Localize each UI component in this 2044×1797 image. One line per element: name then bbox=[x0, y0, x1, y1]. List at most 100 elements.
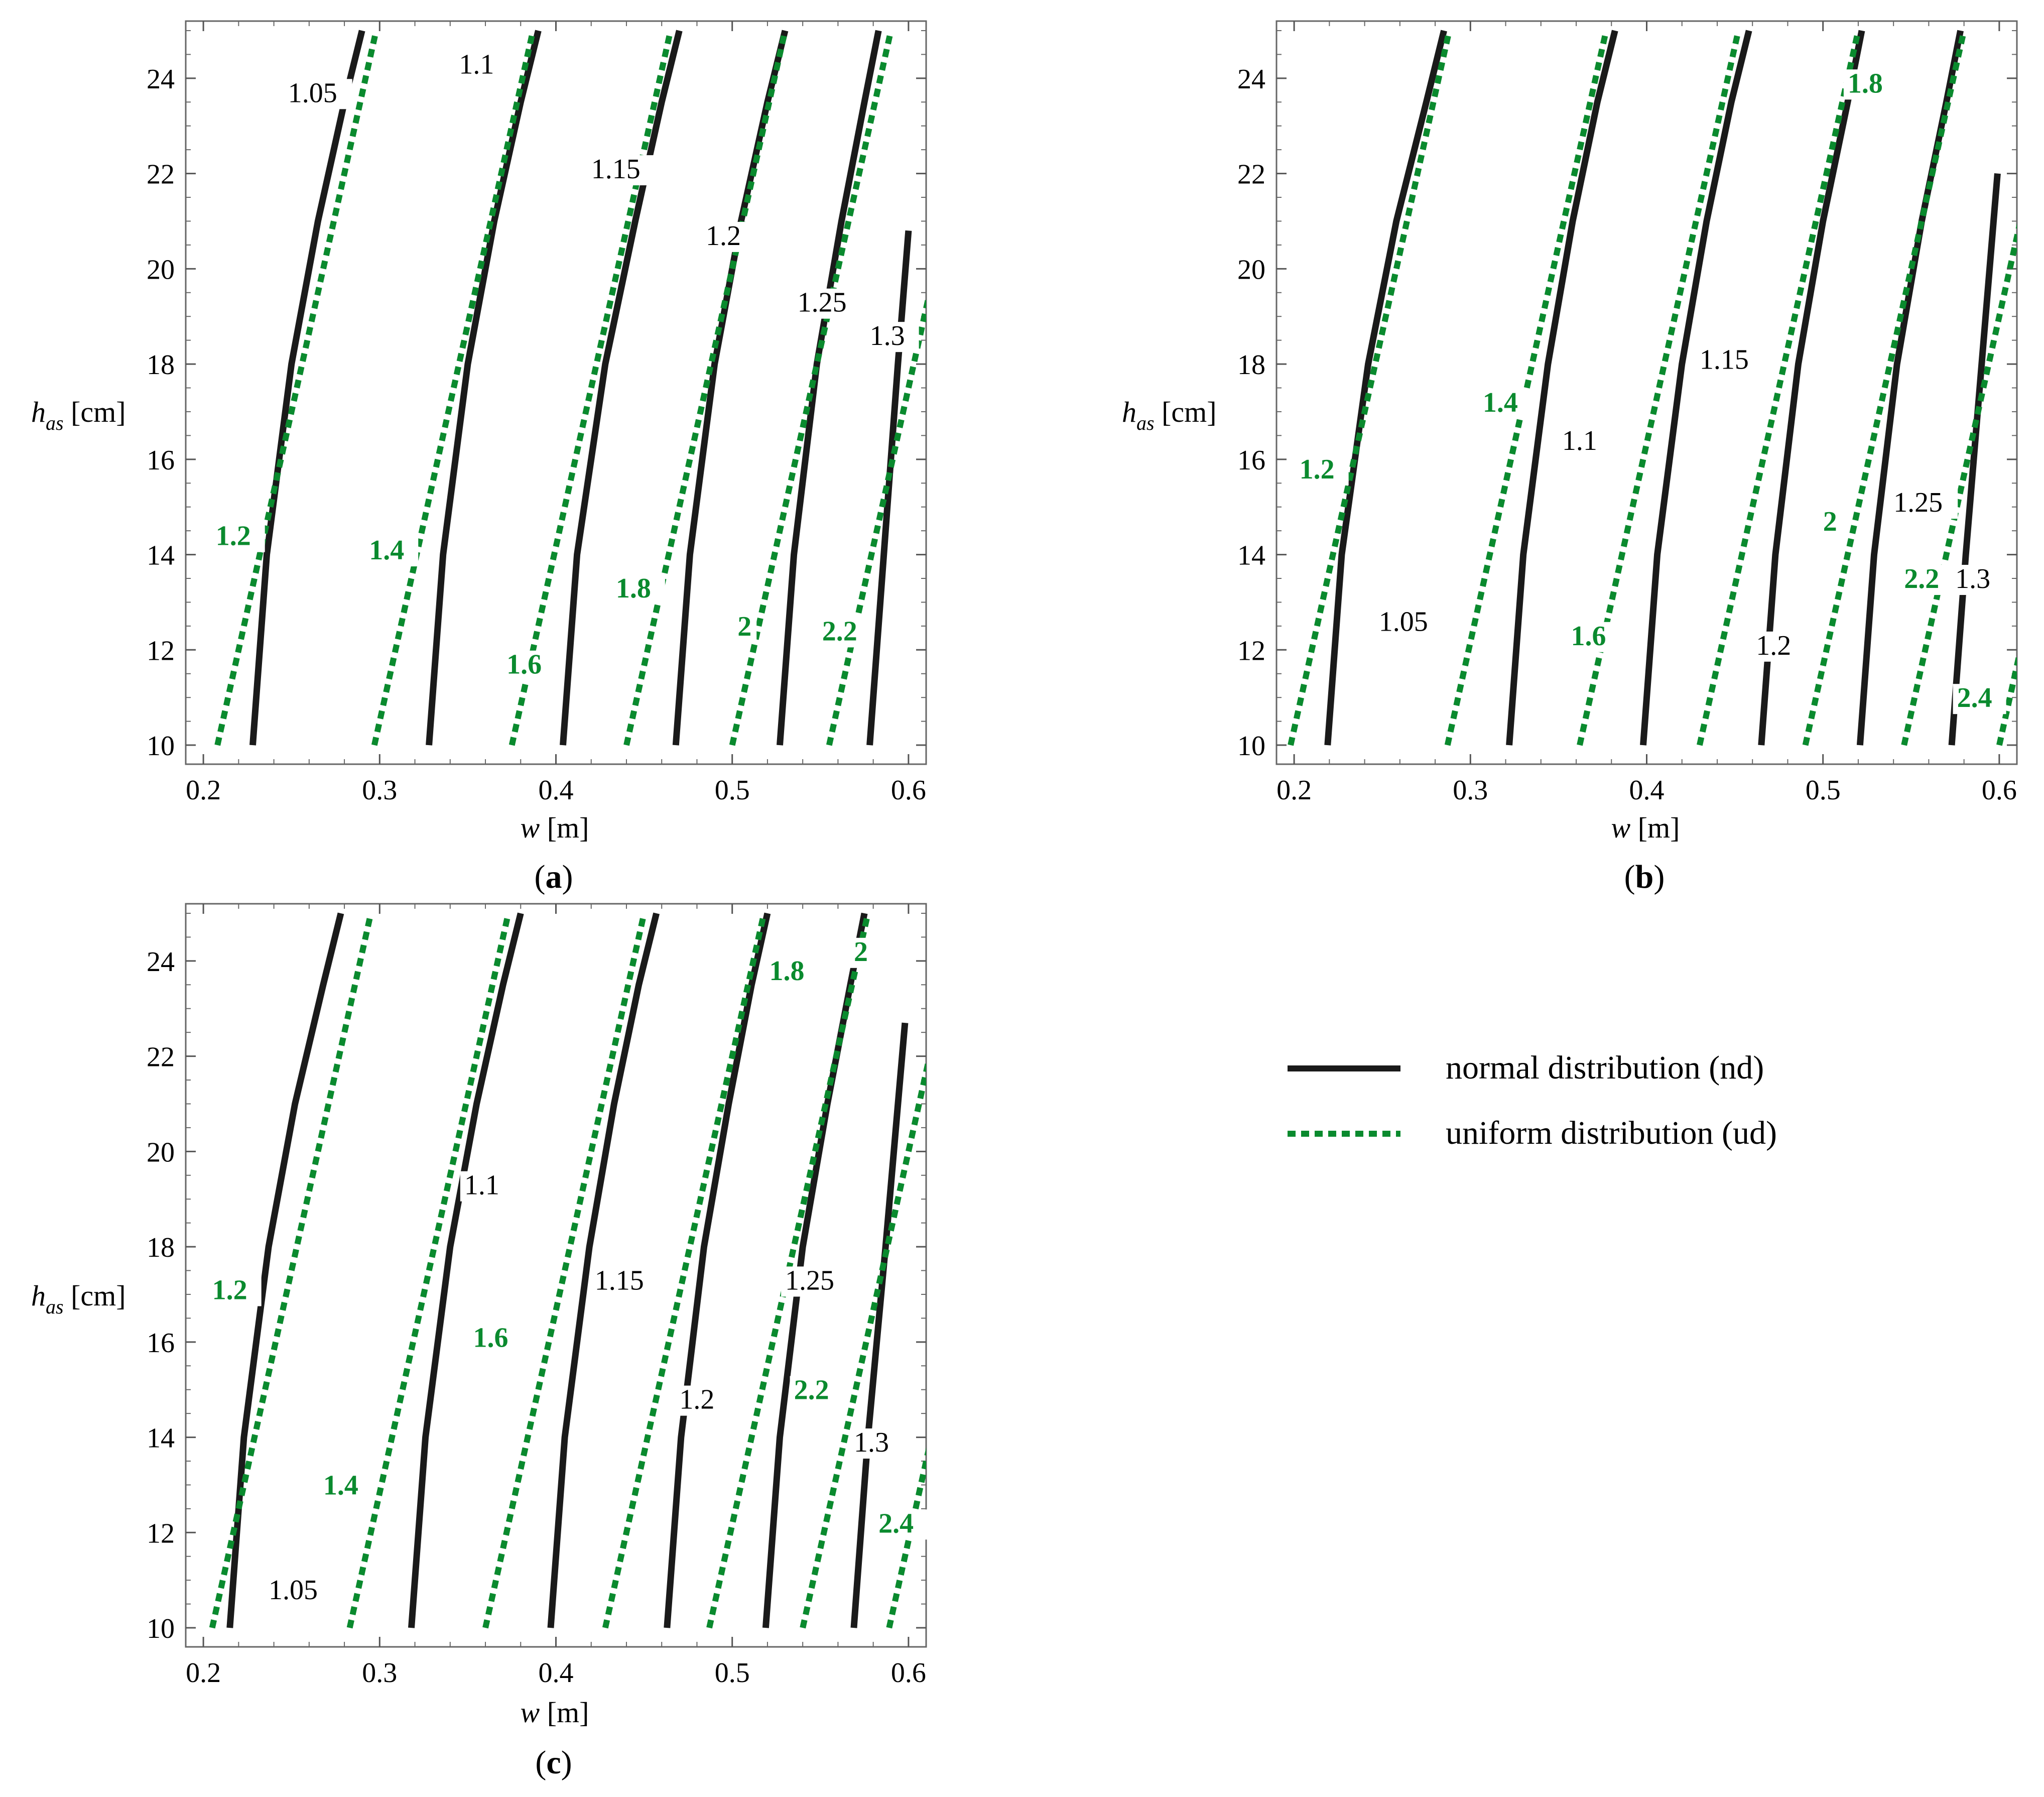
y-tick-label: 10 bbox=[147, 1613, 175, 1644]
x-tick-label: 0.2 bbox=[186, 775, 221, 806]
contour-label-bg bbox=[587, 155, 656, 186]
y-tick-label: 24 bbox=[147, 64, 175, 95]
x-tick-label: 0.3 bbox=[1453, 775, 1488, 806]
ud-label-1.8: 1.8 bbox=[616, 573, 651, 604]
nd-curve-1.15 bbox=[560, 30, 683, 746]
y-tick-label: 24 bbox=[1237, 64, 1265, 95]
y-axis-title: has [cm] bbox=[31, 396, 126, 434]
ud-label-1.6: 1.6 bbox=[473, 1322, 508, 1353]
nd-label-1.05: 1.05 bbox=[288, 77, 337, 108]
y-tick-label: 18 bbox=[1237, 349, 1265, 381]
panel-b: 0.2 0.3 0.4 0.5 0.6 10 12 14 16 18 20 22 24 1.05 1.1 1.… bbox=[1122, 20, 2018, 895]
x-axis-title: w [m] bbox=[521, 811, 589, 844]
nd-curve-1.05 bbox=[1324, 30, 1447, 746]
x-tick-label: 0.2 bbox=[1276, 775, 1312, 806]
panel-label: (c) bbox=[535, 1744, 572, 1781]
contour-label-bg bbox=[765, 956, 819, 987]
contour-label-bg bbox=[590, 1266, 659, 1297]
x-tick-label: 0.3 bbox=[362, 1657, 397, 1689]
contour-label-bg bbox=[319, 1471, 372, 1502]
ud-label-1.4: 1.4 bbox=[323, 1470, 358, 1501]
curves bbox=[214, 30, 926, 746]
contour-label-bg bbox=[1819, 508, 1842, 538]
plot-frame bbox=[1275, 20, 2018, 765]
ud-label-2.2: 2.2 bbox=[794, 1375, 829, 1406]
curves bbox=[1288, 30, 2017, 746]
contour-label-bg bbox=[1889, 489, 1958, 519]
x-tick-label: 0.4 bbox=[1629, 775, 1665, 806]
contour-label-bg bbox=[790, 1376, 843, 1406]
nd-label-1.3: 1.3 bbox=[870, 320, 905, 351]
nd-label-1.25: 1.25 bbox=[1893, 487, 1943, 518]
contour-label-bg bbox=[265, 1576, 333, 1607]
contour-label-bg bbox=[850, 937, 873, 968]
contour-label-bg bbox=[1558, 426, 1611, 457]
nd-label-1.2: 1.2 bbox=[1756, 630, 1791, 661]
nd-label-1.1: 1.1 bbox=[1562, 425, 1597, 456]
ud-label-1.8: 1.8 bbox=[769, 955, 804, 987]
ud-label-2: 2 bbox=[737, 611, 751, 642]
contour-label-bg bbox=[1478, 388, 1532, 419]
y-tick-label: 10 bbox=[147, 731, 175, 762]
contour-label-bg bbox=[1953, 684, 2006, 714]
contour-label-bg bbox=[1752, 631, 1806, 662]
ud-label-2.4: 2.4 bbox=[1957, 682, 1992, 713]
nd-label-1.05: 1.05 bbox=[1379, 606, 1428, 637]
ud-label-1.6: 1.6 bbox=[1571, 621, 1606, 652]
nd-label-1.25: 1.25 bbox=[798, 287, 847, 318]
x-tick-label: 0.6 bbox=[1982, 775, 2017, 806]
x-axis-title: w [m] bbox=[1611, 811, 1680, 844]
y-tick-label: 12 bbox=[147, 1518, 175, 1549]
ud-label-2: 2 bbox=[1823, 506, 1837, 537]
ud-label-1.4: 1.4 bbox=[1483, 387, 1518, 418]
legend: normal distribution (nd) uniform distrib… bbox=[1288, 1049, 1777, 1151]
nd-label-1.2: 1.2 bbox=[679, 1384, 714, 1415]
contour-label-bg bbox=[611, 574, 665, 605]
nd-label-1.05: 1.05 bbox=[269, 1575, 318, 1606]
ud-label-2.2: 2.2 bbox=[1904, 563, 1939, 594]
nd-label-1.1: 1.1 bbox=[464, 1170, 499, 1201]
y-tick-label: 16 bbox=[147, 1328, 175, 1359]
nd-label-1.25: 1.25 bbox=[785, 1265, 834, 1296]
x-tick-label: 0.5 bbox=[715, 775, 750, 806]
legend-nd-label: normal distribution (nd) bbox=[1446, 1049, 1764, 1086]
nd-curve-1.15 bbox=[547, 912, 660, 1628]
contour-label-bg bbox=[1695, 345, 1764, 376]
y-tick-label: 14 bbox=[147, 1423, 175, 1454]
contour-label-bg bbox=[208, 1276, 262, 1306]
contour-label-bg bbox=[675, 1385, 729, 1416]
nd-label-1.3: 1.3 bbox=[854, 1427, 889, 1458]
y-axis-title: has [cm] bbox=[1122, 396, 1217, 434]
contour-label-bg bbox=[874, 1509, 928, 1540]
y-tick-label: 12 bbox=[1237, 635, 1265, 666]
ud-label-1.2: 1.2 bbox=[1300, 454, 1335, 485]
x-tick-label: 0.5 bbox=[715, 1657, 750, 1689]
y-tick-label: 12 bbox=[147, 635, 175, 666]
legend-ud-label: uniform distribution (ud) bbox=[1446, 1115, 1777, 1151]
contour-label-bg bbox=[284, 79, 352, 109]
contour-label-bg bbox=[733, 612, 757, 643]
nd-curve-1.05 bbox=[226, 912, 344, 1628]
ud-label-1.8: 1.8 bbox=[1848, 68, 1883, 99]
y-tick-label: 18 bbox=[147, 1232, 175, 1263]
y-axis-title: has [cm] bbox=[31, 1279, 126, 1318]
y-tick-label: 18 bbox=[147, 349, 175, 381]
x-axis-title: w [m] bbox=[521, 1696, 589, 1729]
contour-label-bg bbox=[793, 288, 862, 319]
nd-curve-1.3 bbox=[850, 1022, 909, 1628]
plot-frame bbox=[185, 20, 927, 765]
contour-label-bg bbox=[1900, 564, 1954, 595]
y-tick-label: 16 bbox=[1237, 445, 1265, 476]
nd-curve-1.15 bbox=[1640, 30, 1752, 746]
contour-label-bg bbox=[211, 522, 265, 552]
panel-a: 0.2 0.3 0.4 0.5 0.6 10 12 14 16 18 20 22 24 1.05 1.1 1.… bbox=[31, 20, 927, 895]
x-tick-label: 0.3 bbox=[362, 775, 397, 806]
contour-label-bg bbox=[1295, 455, 1349, 486]
x-tick-label: 0.4 bbox=[539, 1657, 574, 1689]
ud-label-1.2: 1.2 bbox=[212, 1274, 247, 1305]
x-tick-label: 0.6 bbox=[891, 775, 926, 806]
contour-label-bg bbox=[460, 1171, 514, 1202]
contour-label-bg bbox=[1843, 69, 1897, 100]
y-tick-label: 22 bbox=[147, 159, 175, 190]
